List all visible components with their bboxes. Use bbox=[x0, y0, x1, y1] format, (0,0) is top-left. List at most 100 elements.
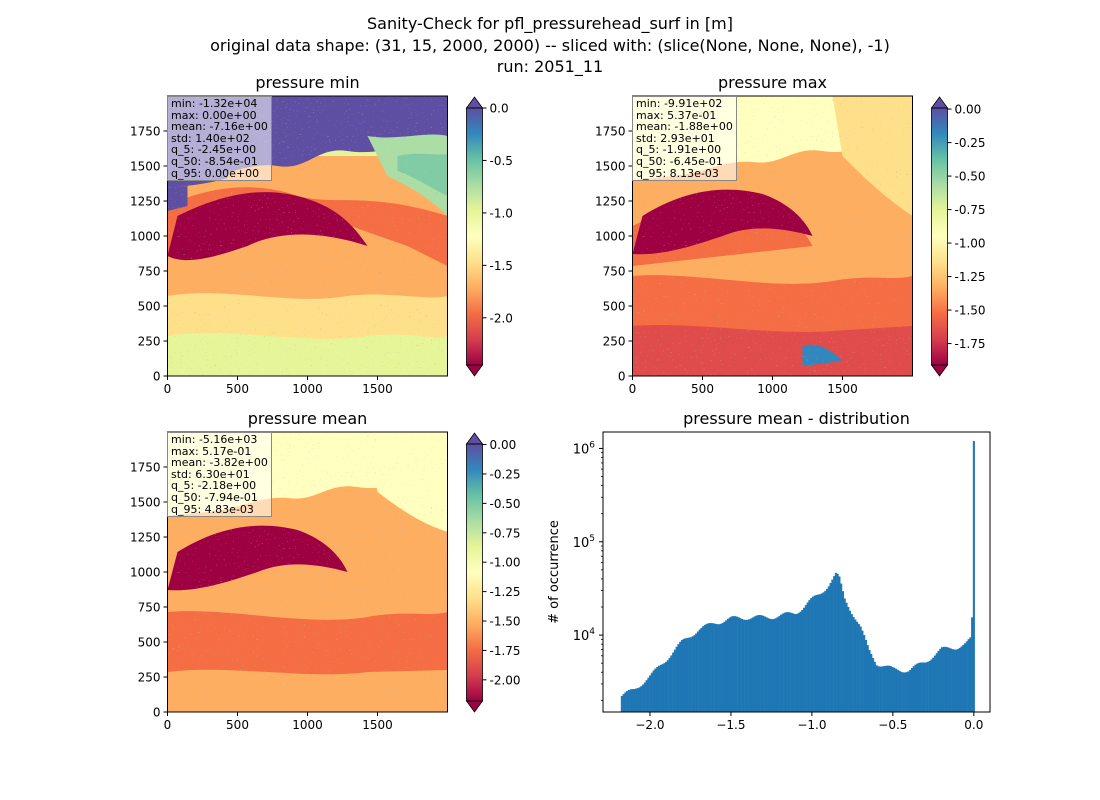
colorbar-tick-label: -1.50 bbox=[955, 304, 986, 318]
histogram-bar bbox=[868, 649, 871, 712]
histogram-bar bbox=[861, 630, 864, 712]
histogram-bar bbox=[721, 622, 724, 712]
histogram-bar bbox=[877, 666, 880, 712]
x-tick-label: −1.0 bbox=[797, 718, 826, 732]
histogram-bar bbox=[714, 623, 717, 712]
histogram-bar bbox=[849, 610, 852, 712]
histogram-bar bbox=[762, 615, 765, 712]
x-tick-label: −0.5 bbox=[878, 718, 907, 732]
histogram-bar bbox=[691, 636, 694, 712]
stat-line: mean: -3.82e+00 bbox=[171, 456, 268, 470]
histogram-bar bbox=[889, 666, 892, 712]
histogram-bar bbox=[857, 624, 860, 712]
stat-line: q_50: -7.94e-01 bbox=[171, 490, 258, 504]
panel-title: pressure mean - distribution bbox=[683, 409, 910, 428]
histogram-bar bbox=[656, 667, 659, 712]
histogram-bar bbox=[958, 647, 961, 712]
histogram-bar bbox=[941, 647, 944, 712]
histogram-bar bbox=[820, 593, 823, 712]
histogram-bar bbox=[930, 659, 933, 712]
histogram-bar bbox=[622, 694, 625, 712]
histogram-bar bbox=[854, 619, 857, 712]
colorbar-tick-label: -1.50 bbox=[490, 615, 521, 629]
y-axis-label: # of occurrence bbox=[547, 520, 562, 624]
colorbar-extend-max bbox=[465, 432, 484, 445]
panel-title: pressure max bbox=[718, 73, 827, 92]
histogram-bar bbox=[737, 617, 740, 712]
histogram-bar bbox=[948, 647, 951, 712]
figure-title-line-1: Sanity-Check for pfl_pressurehead_surf i… bbox=[367, 14, 733, 33]
histogram-bar bbox=[831, 579, 834, 712]
histogram-bar bbox=[753, 616, 756, 712]
histogram-bar bbox=[933, 655, 936, 712]
histogram-bar bbox=[783, 612, 786, 712]
stat-line: q_95: 8.13e-03 bbox=[636, 166, 719, 180]
histogram-bar bbox=[723, 621, 726, 712]
histogram-bar bbox=[693, 635, 696, 712]
y-tick-label: 1000 bbox=[130, 566, 161, 580]
histogram-bar bbox=[780, 614, 783, 712]
histogram-bar bbox=[803, 607, 806, 712]
histogram-bar bbox=[926, 661, 929, 712]
x-tick-label: 0 bbox=[629, 382, 637, 396]
histogram-bar bbox=[872, 657, 875, 712]
y-tick-exponent: 5 bbox=[589, 534, 595, 544]
y-tick-label: 106 bbox=[573, 440, 596, 457]
histogram-bar bbox=[964, 643, 967, 712]
stat-line: mean: -1.88e+00 bbox=[636, 120, 733, 134]
colorbar-tick-label: 0.00 bbox=[955, 103, 982, 117]
x-tick-label: 1000 bbox=[757, 382, 788, 396]
histogram-bar bbox=[813, 595, 816, 712]
histogram-bar bbox=[944, 646, 947, 712]
histogram-bar bbox=[951, 649, 954, 712]
colorbar-tick-label: -1.75 bbox=[490, 644, 521, 658]
histogram-bar bbox=[850, 614, 853, 712]
histogram-bar bbox=[896, 669, 899, 712]
histogram-bar bbox=[712, 623, 715, 712]
histogram-bar bbox=[774, 618, 777, 712]
histogram-bar bbox=[726, 618, 730, 712]
panel-title: pressure mean bbox=[248, 409, 368, 428]
y-axis: 104 105 106 bbox=[573, 440, 603, 701]
histogram-bar bbox=[932, 657, 935, 712]
x-axis: 0 500 1000 1500 bbox=[164, 712, 393, 732]
figure-title-line-3: run: 2051_11 bbox=[496, 57, 604, 76]
histogram-bar bbox=[626, 690, 629, 712]
colorbar-extend-max bbox=[465, 96, 484, 109]
histogram-bar bbox=[955, 649, 958, 712]
y-tick-label: 1500 bbox=[130, 160, 161, 174]
histogram-bar bbox=[700, 627, 703, 712]
histogram-bar bbox=[705, 623, 708, 712]
histogram-bar bbox=[829, 583, 832, 712]
stat-line: mean: -7.16e+00 bbox=[171, 120, 268, 134]
histogram-bar bbox=[688, 637, 691, 712]
y-tick-label: 1500 bbox=[130, 496, 161, 510]
colorbar-tick-label: 0.0 bbox=[490, 102, 509, 116]
y-tick-label: 1750 bbox=[130, 461, 161, 475]
histogram-bar bbox=[788, 612, 791, 712]
stat-line: q_5: -2.18e+00 bbox=[171, 479, 257, 493]
stat-line: q_50: -6.45e-01 bbox=[636, 154, 723, 168]
histogram-bar bbox=[840, 583, 843, 712]
colorbar-extend-min bbox=[465, 364, 484, 377]
colorbar-tick-label: -2.0 bbox=[490, 311, 513, 325]
y-tick-exponent: 4 bbox=[589, 627, 595, 637]
histogram-bar bbox=[751, 617, 754, 712]
colorbar-tick-label: -1.00 bbox=[490, 556, 521, 570]
histogram-bar bbox=[925, 662, 928, 712]
histogram-bar bbox=[643, 682, 646, 712]
colorbar-tick-label: -0.50 bbox=[955, 170, 986, 184]
colorbar-tick-label: -0.75 bbox=[955, 203, 986, 217]
colorbar-tick-label: -1.25 bbox=[490, 585, 521, 599]
histogram-bars bbox=[620, 441, 975, 712]
histogram-bar bbox=[921, 662, 924, 712]
histogram-bar bbox=[905, 672, 908, 712]
histogram-bar bbox=[919, 662, 922, 712]
histogram-bar bbox=[824, 590, 827, 712]
colorbar: 0.00 -0.25 -0.50 -0.75 -1.00 -1.25 -1.50 -1.75 bbox=[930, 96, 986, 377]
histogram-bar bbox=[866, 645, 869, 712]
histogram-bar bbox=[859, 626, 862, 712]
histogram-bar bbox=[634, 688, 638, 712]
histogram-bar bbox=[659, 664, 662, 712]
